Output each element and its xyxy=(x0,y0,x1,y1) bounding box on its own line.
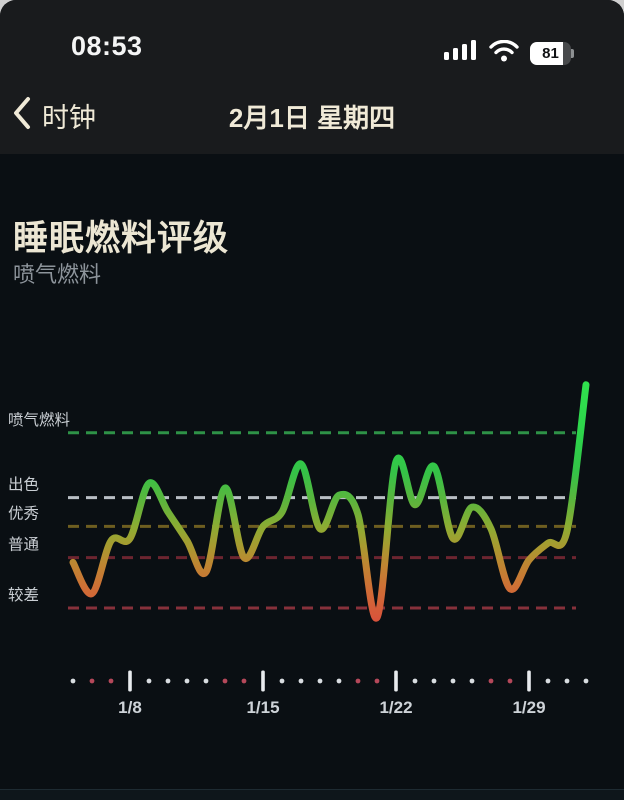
axis-day-dot xyxy=(89,678,95,684)
axis-day-dot xyxy=(412,678,418,684)
axis-day-dot xyxy=(222,678,228,684)
nav-title: 2月1日 星期四 xyxy=(228,103,396,133)
axis-day-dot xyxy=(184,678,190,684)
top-bars: 08:53 xyxy=(0,0,624,154)
back-button-label: 时钟 xyxy=(42,103,96,133)
status-icons: 81 xyxy=(444,39,574,67)
card-subtitle: 喷气燃料 xyxy=(13,262,102,287)
axis-day-dot xyxy=(317,678,323,684)
battery-nub xyxy=(571,49,574,58)
card-title: 睡眠燃料评级 xyxy=(13,219,230,258)
axis-tick-bar xyxy=(527,670,531,692)
axis-day-dot xyxy=(583,678,589,684)
wifi-icon xyxy=(489,39,519,67)
axis-tick-label: 1/29 xyxy=(512,698,545,717)
axis-day-dot xyxy=(355,678,361,684)
axis-day-dot xyxy=(564,678,570,684)
axis-tick-label: 1/15 xyxy=(246,698,279,717)
axis-day-dot xyxy=(507,678,513,684)
back-chevron-icon xyxy=(12,96,32,135)
axis-day-dot xyxy=(146,678,152,684)
axis-day-dot xyxy=(545,678,551,684)
axis-tick-label: 1/22 xyxy=(379,698,412,717)
axis-day-dot xyxy=(450,678,456,684)
axis-day-dot xyxy=(241,678,247,684)
sleep-fuel-card: 睡眠燃料评级 喷气燃料 xyxy=(0,154,624,800)
axis-day-dot xyxy=(279,678,285,684)
cellular-signal-icon xyxy=(444,40,478,67)
battery-percent: 81 xyxy=(542,45,559,62)
axis-tick-bar xyxy=(394,670,398,692)
level-label-4: 较差 xyxy=(8,586,39,604)
axis-day-dot xyxy=(488,678,494,684)
axis-day-dot xyxy=(298,678,304,684)
battery-fill xyxy=(530,42,564,65)
level-label-3: 普通 xyxy=(8,536,40,554)
nav-bar: 时钟 2月1日 星期四 xyxy=(0,84,624,154)
axis-day-dot xyxy=(108,678,114,684)
axis-day-dot xyxy=(336,678,342,684)
back-button[interactable]: 时钟 xyxy=(12,96,96,135)
status-time: 08:53 xyxy=(71,31,143,61)
axis-day-dot xyxy=(469,678,475,684)
axis-day-dot xyxy=(70,678,76,684)
axis-day-dot xyxy=(431,678,437,684)
chart-line xyxy=(69,381,590,622)
status-bar: 08:53 xyxy=(0,0,624,84)
axis-tick-bar xyxy=(128,670,132,692)
level-label-2: 优秀 xyxy=(8,504,39,522)
next-section-edge xyxy=(0,789,624,800)
axis-tick-bar xyxy=(261,670,265,692)
axis-day-dot xyxy=(374,678,380,684)
axis-tick-label: 1/8 xyxy=(118,698,142,717)
level-label-0: 喷气燃料 xyxy=(8,411,70,429)
level-label-1: 出色 xyxy=(8,476,39,494)
axis-day-dot xyxy=(165,678,171,684)
battery-icon: 81 xyxy=(530,42,574,65)
axis-day-dot xyxy=(203,678,209,684)
